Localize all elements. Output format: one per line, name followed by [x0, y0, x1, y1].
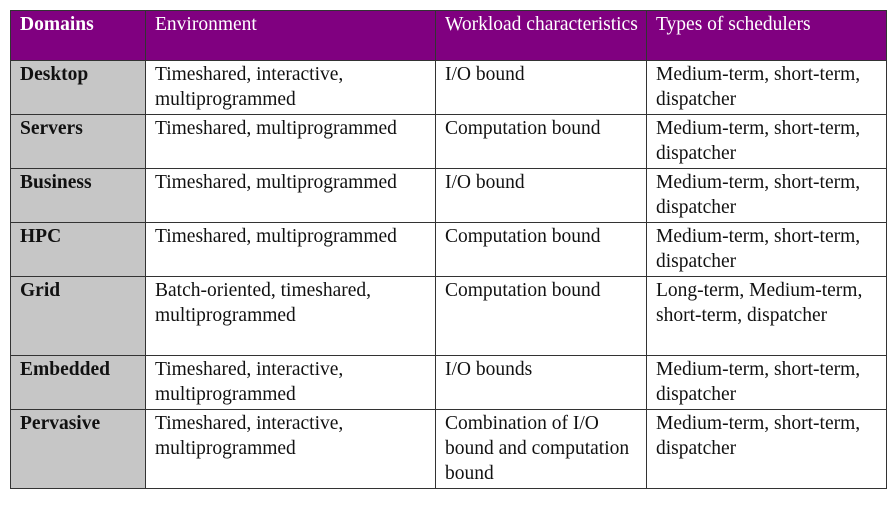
table-row: Pervasive Timeshared, interactive, multi… [10, 409, 887, 489]
environment-cell: Timeshared, interactive, multiprogrammed [145, 409, 436, 489]
schedulers-cell: Medium-term, short-term, dispatcher [646, 355, 887, 410]
table-header: Domains Environment Workload characteris… [10, 10, 887, 61]
header-workload: Workload characteristics [435, 10, 647, 61]
table-row: Business Timeshared, multiprogrammed I/O… [10, 168, 887, 223]
header-environment: Environment [145, 10, 436, 61]
workload-cell: Combination of I/O bound and computation… [435, 409, 647, 489]
domain-cell: Embedded [10, 355, 146, 410]
workload-cell: I/O bounds [435, 355, 647, 410]
environment-cell: Timeshared, interactive, multiprogrammed [145, 60, 436, 115]
schedulers-cell: Medium-term, short-term, dispatcher [646, 222, 887, 277]
workload-cell: Computation bound [435, 276, 647, 356]
environment-cell: Timeshared, interactive, multiprogrammed [145, 355, 436, 410]
environment-cell: Timeshared, multiprogrammed [145, 168, 436, 223]
domain-cell: Servers [10, 114, 146, 169]
workload-cell: I/O bound [435, 168, 647, 223]
table-row: HPC Timeshared, multiprogrammed Computat… [10, 222, 887, 277]
table-row: Grid Batch-oriented, timeshared, multipr… [10, 276, 887, 356]
header-domains: Domains [10, 10, 146, 61]
scheduler-domains-table: Domains Environment Workload characteris… [10, 10, 887, 489]
table-container: Domains Environment Workload characteris… [10, 10, 887, 489]
domain-cell: Grid [10, 276, 146, 356]
schedulers-cell: Medium-term, short-term, dispatcher [646, 60, 887, 115]
schedulers-cell: Long-term, Medium-term, short-term, disp… [646, 276, 887, 356]
table-row: Desktop Timeshared, interactive, multipr… [10, 60, 887, 115]
table-row: Embedded Timeshared, interactive, multip… [10, 355, 887, 410]
schedulers-cell: Medium-term, short-term, dispatcher [646, 168, 887, 223]
table-row: Servers Timeshared, multiprogrammed Comp… [10, 114, 887, 169]
workload-cell: Computation bound [435, 114, 647, 169]
header-row: Domains Environment Workload characteris… [10, 10, 887, 61]
schedulers-cell: Medium-term, short-term, dispatcher [646, 114, 887, 169]
domain-cell: Business [10, 168, 146, 223]
header-schedulers: Types of schedulers [646, 10, 887, 61]
workload-cell: I/O bound [435, 60, 647, 115]
environment-cell: Timeshared, multiprogrammed [145, 222, 436, 277]
domain-cell: Pervasive [10, 409, 146, 489]
domain-cell: HPC [10, 222, 146, 277]
domain-cell: Desktop [10, 60, 146, 115]
environment-cell: Batch-oriented, timeshared, multiprogram… [145, 276, 436, 356]
environment-cell: Timeshared, multiprogrammed [145, 114, 436, 169]
workload-cell: Computation bound [435, 222, 647, 277]
table-body: Desktop Timeshared, interactive, multipr… [10, 60, 887, 489]
schedulers-cell: Medium-term, short-term, dispatcher [646, 409, 887, 489]
